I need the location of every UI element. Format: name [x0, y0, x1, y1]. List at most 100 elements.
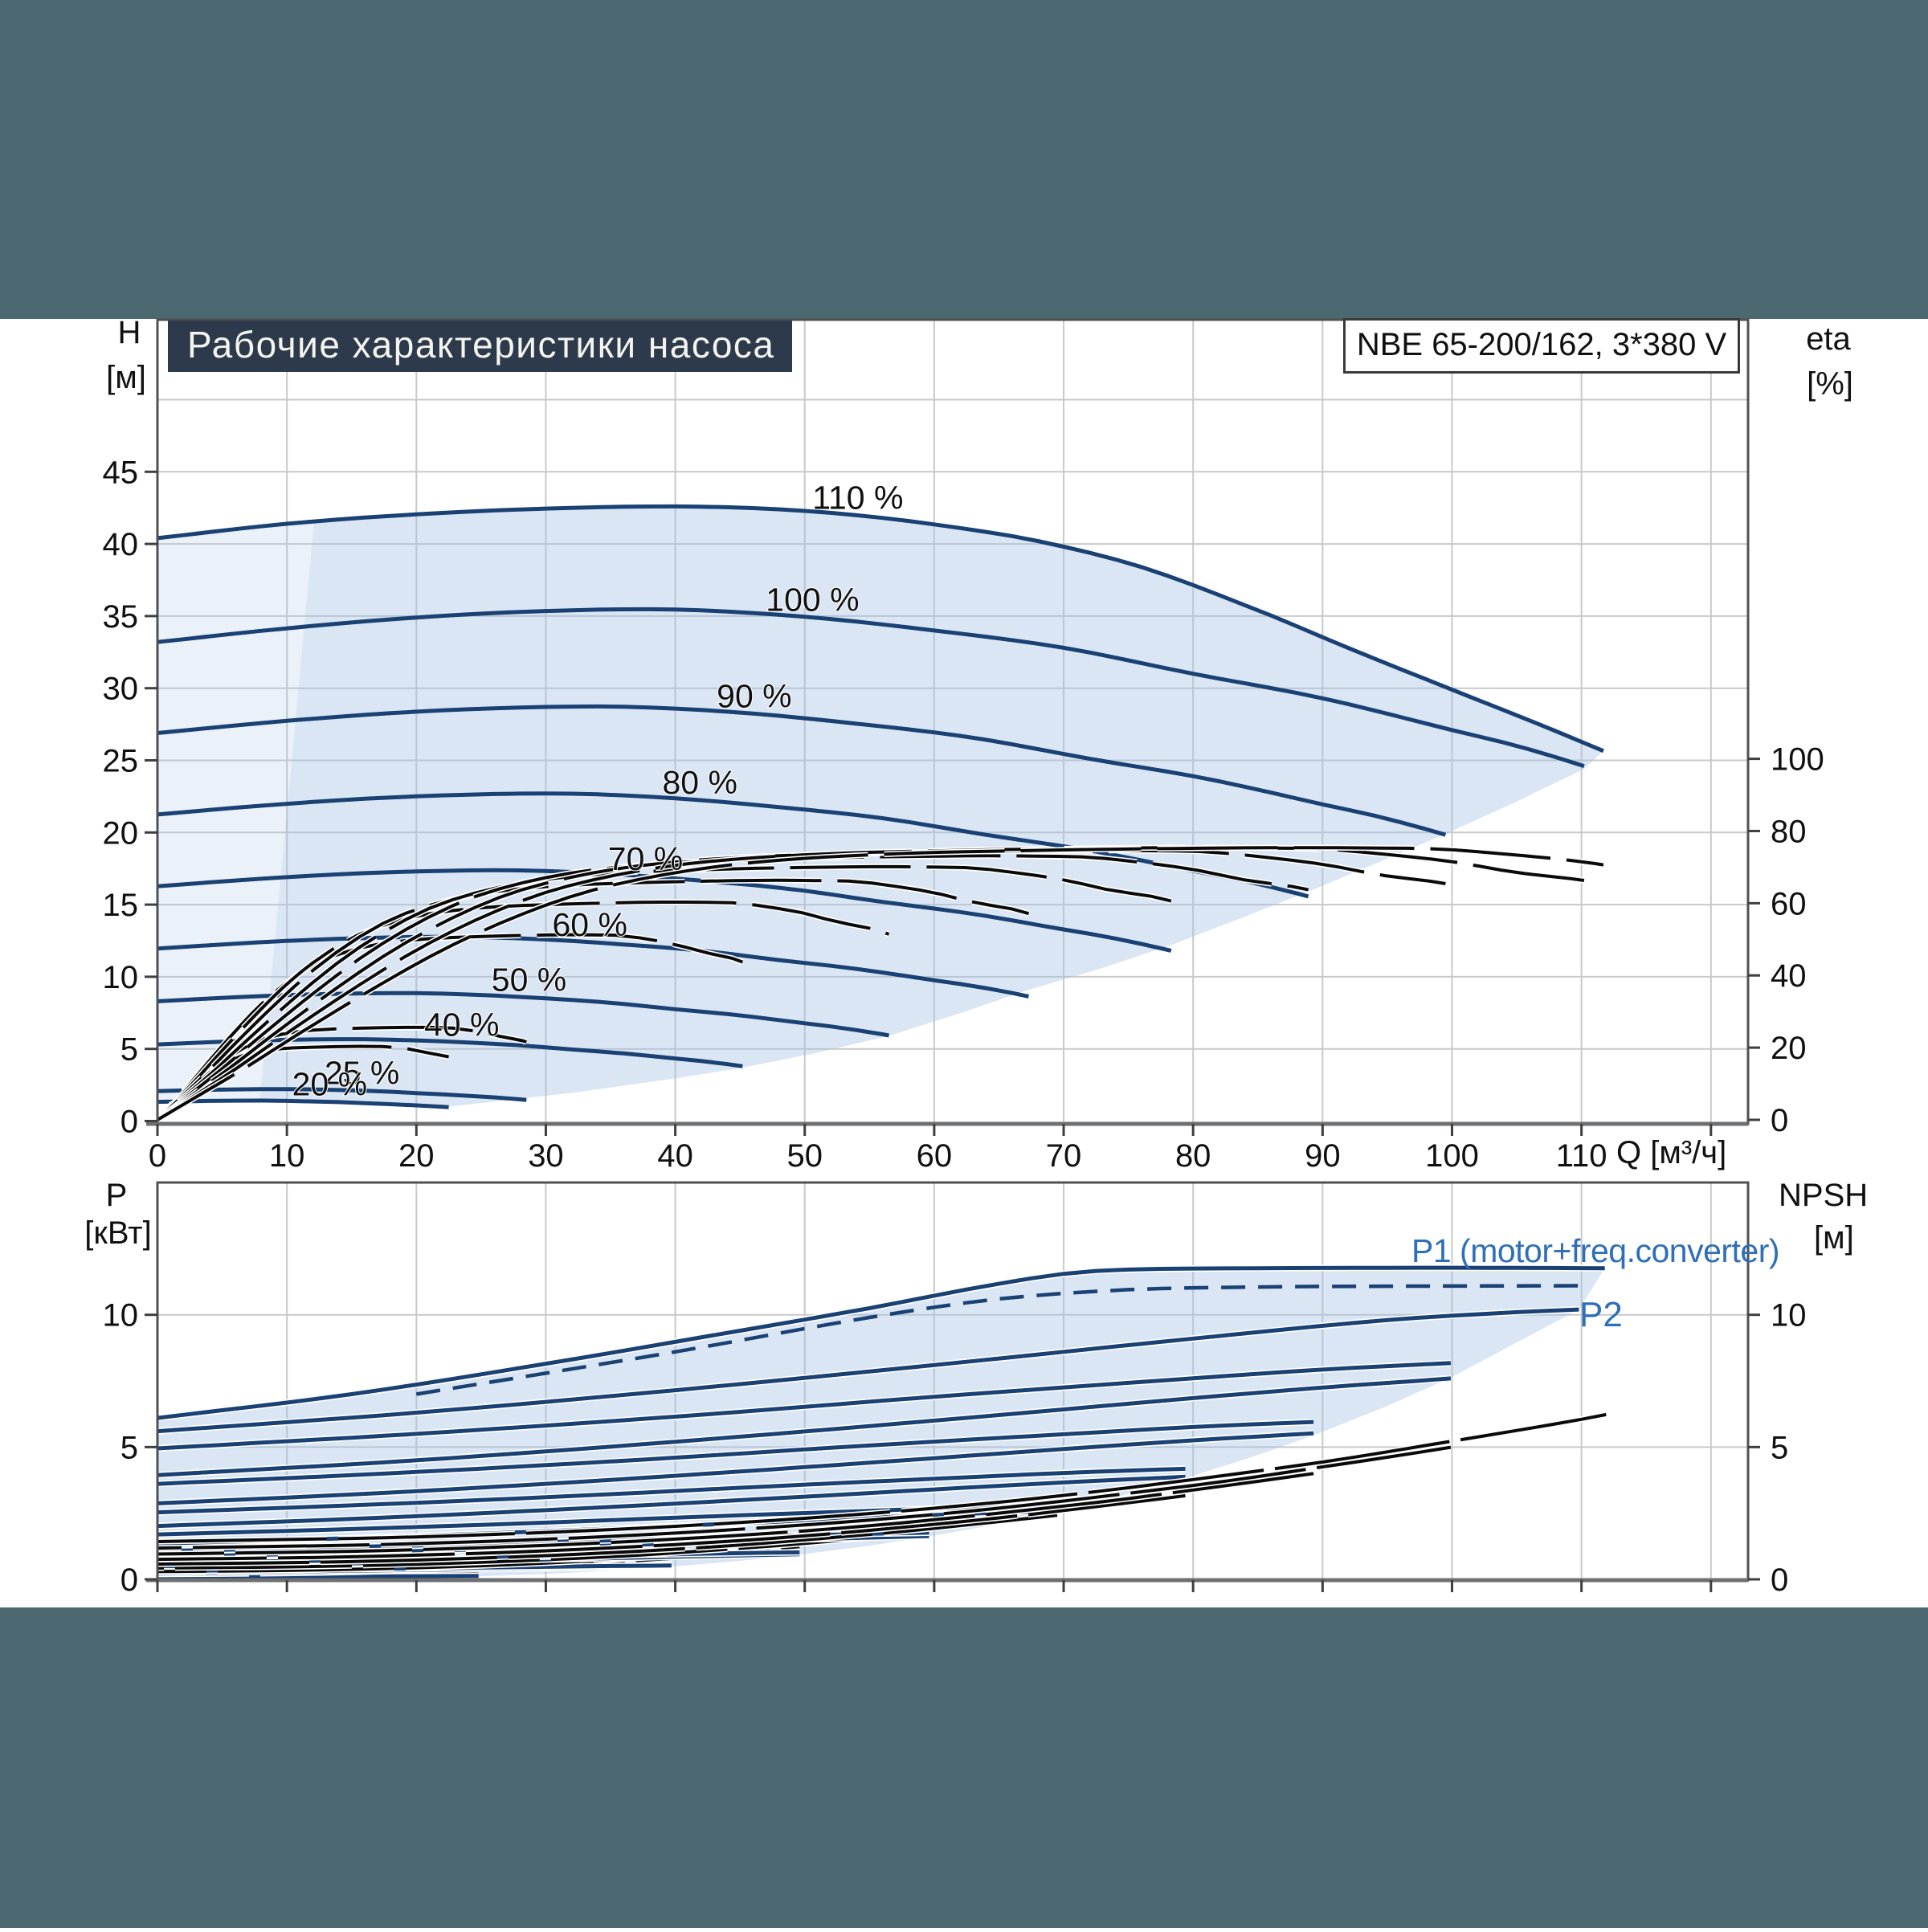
speed-label-110: 110 %: [812, 480, 903, 517]
svg-text:40: 40: [103, 527, 139, 562]
speed-curve-labels: 110 % 100 % 90 % 80 % 70 % 60 % 50 % 40 % 25 %20…: [292, 479, 905, 1104]
operating-envelope-dark: [259, 506, 1603, 1107]
operating-envelope-dark2: [259, 506, 1603, 1107]
p1-curve-80: [157, 1466, 1186, 1515]
svg-text:35: 35: [103, 599, 139, 635]
p1-dashed-curve: [415, 1284, 1588, 1396]
svg-text:25: 25: [103, 744, 139, 779]
svg-text:10: 10: [103, 960, 139, 995]
svg-text:90: 90: [1305, 1138, 1341, 1174]
svg-text:20: 20: [1771, 1031, 1807, 1066]
bottom-tick-labels: 0 5 10 0 5 10: [103, 1298, 1807, 1598]
svg-text:5: 5: [1771, 1430, 1788, 1465]
svg-text:5: 5: [120, 1430, 138, 1465]
y-axis-unit-NPSH: [м]: [1814, 1220, 1854, 1256]
svg-text:0: 0: [120, 1562, 138, 1598]
speed-label-40: 40 %: [424, 1006, 499, 1043]
svg-text:0: 0: [120, 1105, 138, 1140]
speed-label-50: 50 %: [492, 962, 566, 999]
efficiency-curves: [155, 844, 1604, 1123]
svg-text:30: 30: [103, 672, 139, 707]
p1-curve-90: [157, 1419, 1314, 1486]
top-grid: [157, 320, 1748, 1124]
p2-curve-100: [157, 1376, 1452, 1477]
svg-text:45: 45: [103, 455, 139, 490]
svg-text:20: 20: [103, 815, 139, 851]
svg-text:80: 80: [1175, 1138, 1211, 1174]
svg-text:30: 30: [528, 1138, 564, 1174]
y-axis-name-P: P: [105, 1178, 128, 1213]
speed-label-100: 100 %: [766, 582, 859, 619]
p2-curve-80: [157, 1474, 1186, 1529]
speed-curve-20: [157, 1098, 449, 1109]
speed-label-60: 60 %: [553, 906, 627, 943]
speed-curve-80: [157, 791, 1309, 899]
operating-envelope-light: [157, 521, 314, 1102]
p1-curve-100: [157, 1361, 1452, 1451]
p2-curve-110: [157, 1307, 1579, 1434]
speed-label-20: 20 %: [292, 1066, 367, 1103]
p1-curve-25: [157, 1574, 479, 1579]
speed-curve-90: [157, 704, 1447, 837]
bottom-chart: 0 5 10 0 5 10: [103, 1181, 1807, 1598]
svg-text:10: 10: [269, 1138, 305, 1174]
speed-curve-70: [157, 868, 1172, 953]
svg-text:50: 50: [787, 1138, 823, 1174]
x-axis-label-Q: Q [м³/ч]: [1616, 1135, 1727, 1170]
y-axis-name-eta: eta: [1806, 321, 1851, 357]
chart-title: Рабочие характеристики насоса: [168, 321, 792, 372]
npsh-curve-70: [157, 1513, 1058, 1566]
speed-curve-60: [157, 934, 1030, 999]
p1-curve-label: P1 (motor+freq.converter): [1411, 1232, 1780, 1269]
y-axis-name-H: H: [117, 315, 141, 350]
bottom-grid: [157, 1182, 1748, 1580]
svg-text:100: 100: [1425, 1138, 1479, 1174]
speed-curves: [157, 504, 1604, 1109]
top-banner-band: [0, 0, 1928, 319]
speed-label-80: 80 %: [662, 764, 737, 801]
y-axis-unit-P: [кВт]: [84, 1215, 152, 1251]
p2-curve-90: [157, 1431, 1314, 1505]
svg-text:100: 100: [1771, 742, 1824, 778]
y-axis-name-NPSH: NPSH: [1779, 1178, 1869, 1213]
svg-text:80: 80: [1771, 814, 1807, 849]
npsh-curve-80: [157, 1493, 1186, 1562]
y-axis-unit-eta: [%]: [1807, 366, 1853, 402]
eta-curve-110: [156, 846, 1604, 1121]
pump-model-box: NBE 65-200/162, 3*380 V: [1343, 318, 1740, 374]
svg-text:60: 60: [917, 1138, 953, 1174]
speed-curve-100: [157, 607, 1585, 769]
svg-text:40: 40: [1771, 958, 1807, 994]
npsh-curve-110: [157, 1412, 1607, 1543]
speed-label-25: 25 %: [325, 1055, 399, 1092]
svg-text:10: 10: [1771, 1298, 1807, 1334]
y-axis-unit-H: [м]: [106, 360, 146, 395]
svg-text:40: 40: [657, 1138, 693, 1174]
svg-text:0: 0: [1771, 1562, 1788, 1598]
svg-text:20: 20: [398, 1138, 435, 1174]
bottom-banner-band: [0, 1607, 1928, 1928]
speed-label-90: 90 %: [717, 677, 791, 714]
svg-text:0: 0: [149, 1138, 166, 1174]
speed-curve-25: [157, 1087, 527, 1102]
p1-curve-110: [157, 1265, 1605, 1420]
top-ticks: [145, 470, 1760, 1136]
speed-curve-110: [157, 504, 1604, 754]
p2-curve-label: P2: [1579, 1295, 1623, 1334]
npsh-curve-90: [157, 1472, 1314, 1556]
npsh-curve-100: [157, 1445, 1452, 1550]
svg-text:0: 0: [1771, 1103, 1788, 1138]
svg-text:15: 15: [103, 888, 139, 923]
svg-text:5: 5: [120, 1032, 138, 1068]
svg-text:60: 60: [1771, 886, 1807, 921]
svg-text:70: 70: [1046, 1138, 1082, 1174]
svg-text:10: 10: [103, 1298, 139, 1334]
bottom-ticks: [145, 1313, 1760, 1592]
top-tick-labels: 0 10 20 30 40 50 60 70 80 90 100 110 0 5 10 15 20 25 30 35 4…: [103, 455, 1824, 1174]
svg-text:110: 110: [1556, 1138, 1607, 1174]
speed-label-70: 70 %: [608, 840, 683, 877]
top-chart: 0 10 20 30 40 50 60 70 80 90 100 110 0 5 10 15 20 25 30 35 4…: [103, 318, 1824, 1174]
npsh-curve-60: [157, 1530, 929, 1570]
